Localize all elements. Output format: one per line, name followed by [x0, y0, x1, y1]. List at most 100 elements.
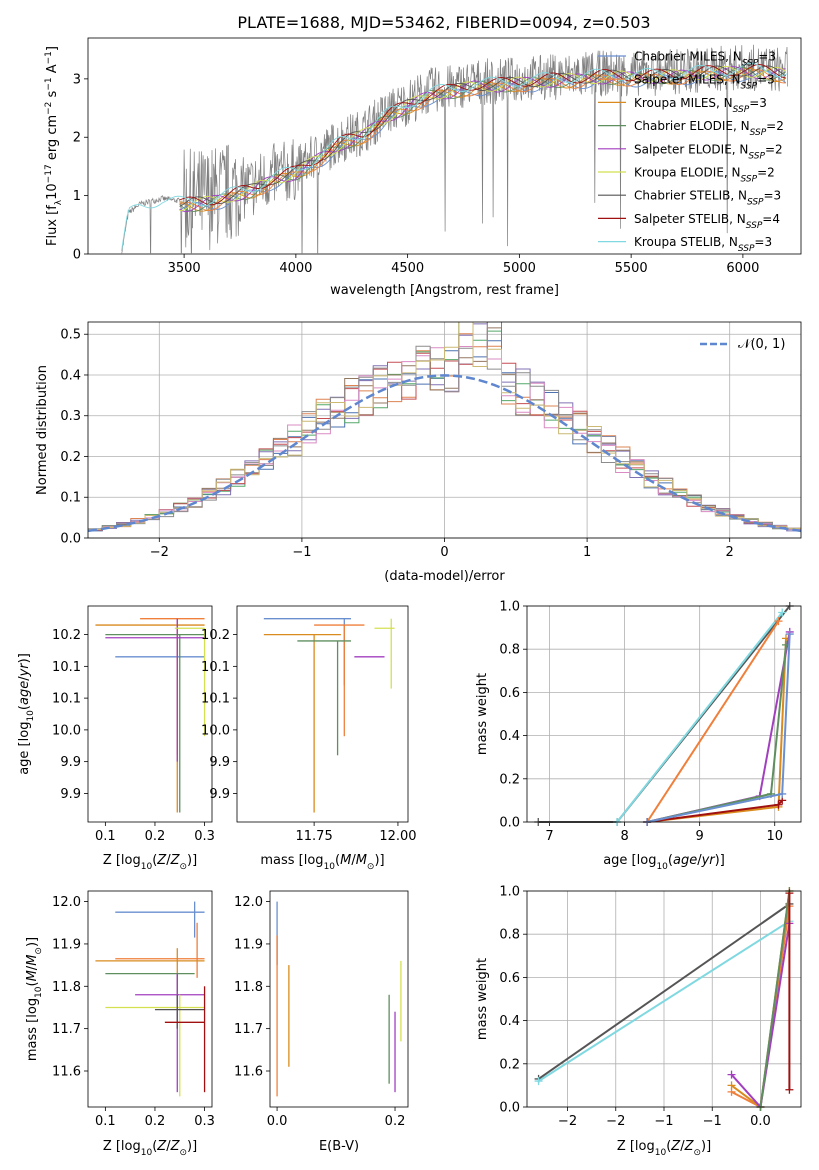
spectrum-frame [87, 37, 802, 255]
x-tick-label: −2 [558, 1114, 577, 1129]
label-part: Z [log [103, 853, 141, 868]
weight-marker [727, 1081, 736, 1090]
x-tick-label: 0.3 [194, 1114, 215, 1129]
y-tick-label: 1.0 [499, 600, 520, 615]
y-tick-label: 10.1 [52, 660, 81, 675]
label-part: age [log [17, 722, 32, 775]
label-part: SSP [742, 59, 759, 69]
label-part: Z [log [103, 1139, 141, 1154]
age-vs-Z-axes: 0.1 0.2 0.3 9.9 9.9 10.0 10.1 10.1 10.2 [52, 628, 215, 844]
label-part: Z [170, 853, 181, 868]
y-tick-label: 0.6 [499, 686, 520, 701]
y-tick-label: 0.4 [60, 368, 81, 383]
mass-vs-ebv-frame [269, 890, 409, 1108]
y-axis-label: mass weight [475, 958, 490, 1040]
spectrum-axes: 3500 4000 4500 5000 5500 6000 0 1 2 3 [73, 72, 760, 276]
age-vs-Z-frame [87, 605, 213, 823]
label-part: Z [log [617, 1139, 655, 1154]
x-tick-label: 9 [696, 829, 704, 844]
x-tick-label: 0 [440, 545, 448, 560]
label-part: ] [45, 46, 60, 51]
y-tick-label: 0.3 [60, 409, 81, 424]
label-part: M [25, 970, 40, 981]
y-tick-label: 11.8 [234, 980, 263, 995]
x-tick-label: 5000 [503, 261, 536, 276]
label-part: )] [17, 653, 32, 663]
label-part: −17 [44, 164, 54, 183]
weight-vs-Z-frame [526, 890, 802, 1108]
y-tick-label: 0.8 [499, 928, 520, 943]
label-part: SSP [741, 175, 758, 185]
weight-marker [778, 608, 787, 617]
label-part: / [25, 965, 40, 970]
y-tick-label: 0.2 [60, 450, 81, 465]
x-axis-label: (data-model)/error [384, 569, 505, 584]
label-part: )] [25, 937, 40, 947]
model-spectrum [179, 70, 787, 211]
label-part: 10 [141, 862, 153, 872]
x-tick-label: 0.0 [750, 1114, 771, 1129]
y-axis-label: mass [log10(M/M⊙)] [25, 937, 44, 1061]
label-part: SSP [733, 105, 750, 115]
label-part: ( [668, 853, 673, 868]
label-part: ( [25, 981, 40, 986]
x-axis-label: Z [log10(Z/Z⊙)] [617, 1139, 711, 1158]
x-tick-label: 10 [766, 829, 783, 844]
y-tick-label: 11.8 [52, 980, 81, 995]
histograms [88, 322, 801, 533]
label-part: ⊙ [179, 1148, 187, 1158]
errorbars [276, 901, 402, 1097]
label-part: SSP [746, 221, 763, 231]
errorbars [263, 618, 395, 813]
label-part: Z [170, 1139, 181, 1154]
label-part: SSP [747, 198, 764, 208]
x-tick-label: −2 [606, 1114, 625, 1129]
y-tick-label: 0.0 [499, 1101, 520, 1116]
y-tick-label: 2 [73, 131, 81, 146]
weight-marker [785, 1085, 794, 1094]
weight-marker [778, 789, 787, 798]
label-part: )] [187, 1139, 197, 1154]
x-tick-label: 0.1 [95, 1114, 116, 1129]
weight-line [538, 920, 790, 1082]
y-tick-label: 10.1 [201, 692, 230, 707]
x-axis-label: Z [log10(Z/Z⊙)] [103, 1139, 197, 1158]
label-part: 10 [45, 183, 60, 200]
y-tick-label: 10.2 [52, 628, 81, 643]
label-part: ( [152, 1139, 157, 1154]
y-tick-label: 9.9 [209, 787, 230, 802]
x-tick-label: 1 [583, 545, 591, 560]
label-part: ( [17, 705, 32, 710]
weight-line [759, 890, 791, 1108]
legend-label: Chabrier STELIB, NSSP=3 [634, 189, 781, 208]
label-part: M [25, 955, 40, 966]
age-vs-mass-frame [236, 605, 409, 823]
y-tick-label: 11.6 [234, 1065, 263, 1080]
y-tick-label: 10.0 [201, 723, 230, 738]
weight-vs-age-frame [526, 605, 802, 823]
label-part: ( [335, 853, 340, 868]
y-axis-label: mass weight [475, 673, 490, 755]
label-part: )] [701, 1139, 711, 1154]
y-tick-label: 0.6 [499, 971, 520, 986]
y-tick-label: 12.0 [52, 895, 81, 910]
x-tick-label: −1 [703, 1114, 722, 1129]
label-part: Salpeter MILES, N [634, 73, 741, 87]
x-tick-label: 7 [545, 829, 553, 844]
label-part: =3 [754, 235, 772, 249]
x-tick-label: 2 [726, 545, 734, 560]
y-axis-label: Flux [fλ10−17 erg cm−2 s−1 A−1] [44, 46, 64, 246]
x-tick-label: 5500 [615, 261, 648, 276]
y-tick-label: 9.9 [60, 755, 81, 770]
label-part: =2 [757, 166, 775, 180]
weight-marker [727, 1070, 736, 1079]
label-part: / [17, 676, 32, 681]
label-part: =3 [764, 189, 782, 203]
label-part: s [45, 90, 60, 101]
label-part: Normed distribution [35, 365, 50, 495]
label-part: SSP [741, 82, 758, 92]
label-part: =3 [757, 73, 775, 87]
label-part: SSP [748, 151, 765, 161]
histogram-series [88, 333, 801, 533]
